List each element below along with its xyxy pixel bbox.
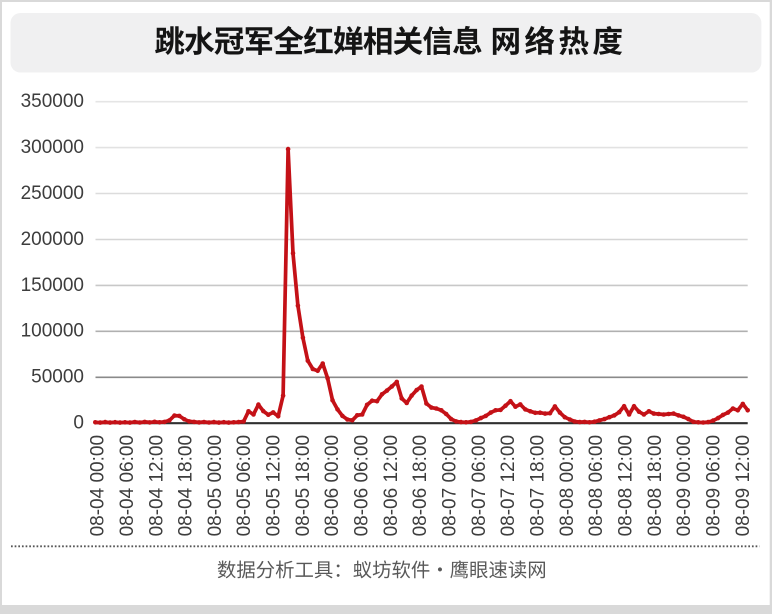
svg-text:08-05 06:00: 08-05 06:00 (234, 435, 255, 536)
svg-text:08-07 12:00: 08-07 12:00 (498, 435, 519, 536)
svg-text:08-05 12:00: 08-05 12:00 (264, 435, 285, 536)
svg-text:08-04 12:00: 08-04 12:00 (146, 435, 167, 536)
svg-text:150000: 150000 (21, 275, 84, 296)
svg-text:08-05 00:00: 08-05 00:00 (205, 435, 226, 536)
svg-text:08-06 00:00: 08-06 00:00 (322, 435, 343, 536)
svg-text:250000: 250000 (21, 183, 84, 204)
svg-text:08-07 00:00: 08-07 00:00 (440, 435, 461, 536)
svg-text:08-06 18:00: 08-06 18:00 (410, 435, 431, 536)
svg-text:100000: 100000 (21, 321, 84, 342)
svg-text:08-04 00:00: 08-04 00:00 (88, 435, 109, 536)
svg-text:08-07 18:00: 08-07 18:00 (528, 435, 549, 536)
svg-text:08-08 06:00: 08-08 06:00 (586, 435, 607, 536)
svg-text:350000: 350000 (21, 91, 84, 112)
svg-text:50000: 50000 (31, 367, 84, 388)
svg-text:200000: 200000 (21, 229, 84, 250)
svg-text:08-06 06:00: 08-06 06:00 (352, 435, 373, 536)
svg-text:08-07 06:00: 08-07 06:00 (469, 435, 490, 536)
svg-text:08-08 12:00: 08-08 12:00 (616, 435, 637, 536)
svg-text:08-04 06:00: 08-04 06:00 (117, 435, 138, 536)
svg-text:08-09 06:00: 08-09 06:00 (704, 435, 725, 536)
svg-text:300000: 300000 (21, 137, 84, 158)
svg-text:08-09 00:00: 08-09 00:00 (674, 435, 695, 536)
svg-text:08-08 00:00: 08-08 00:00 (557, 435, 578, 536)
svg-text:08-08 18:00: 08-08 18:00 (645, 435, 666, 536)
svg-text:08-05 18:00: 08-05 18:00 (293, 435, 314, 536)
svg-text:0: 0 (73, 413, 84, 434)
svg-text:08-04 18:00: 08-04 18:00 (176, 435, 197, 536)
svg-text:08-06 12:00: 08-06 12:00 (381, 435, 402, 536)
svg-text:08-09 12:00: 08-09 12:00 (733, 435, 754, 536)
